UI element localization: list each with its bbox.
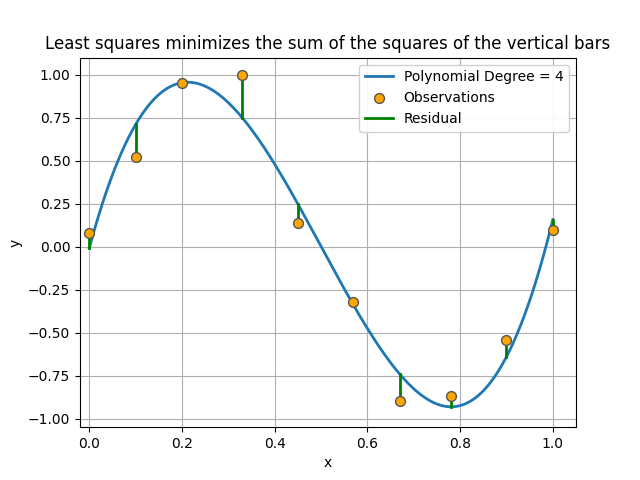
Observations [348,298,358,306]
Polynomial Degree = 4 [448,404,456,409]
Polynomial Degree = 4 [549,217,557,223]
Polynomial Degree = 4 [85,245,93,251]
X-axis label: x: x [324,456,332,470]
Polynomial Degree = 4 [337,280,345,286]
Polynomial Degree = 4 [362,324,370,329]
Polynomial Degree = 4 [309,229,317,235]
Observations [548,226,558,233]
Polynomial Degree = 4 [467,398,475,404]
Line: Polynomial Degree = 4: Polynomial Degree = 4 [89,82,553,407]
Observations [237,71,248,79]
Polynomial Degree = 4 [184,79,191,85]
Polynomial Degree = 4 [307,224,314,229]
Observations [177,80,187,87]
Observations [445,393,456,400]
Observations [501,336,511,343]
Observations [395,397,405,405]
Legend: Polynomial Degree = 4, Observations, Residual: Polynomial Degree = 4, Observations, Res… [359,64,569,132]
Y-axis label: y: y [8,238,22,247]
Polynomial Degree = 4 [540,252,547,258]
Observations [84,229,94,237]
Title: Least squares minimizes the sum of the squares of the vertical bars: Least squares minimizes the sum of the s… [45,35,611,53]
Observations [292,219,303,227]
Observations [131,154,141,161]
